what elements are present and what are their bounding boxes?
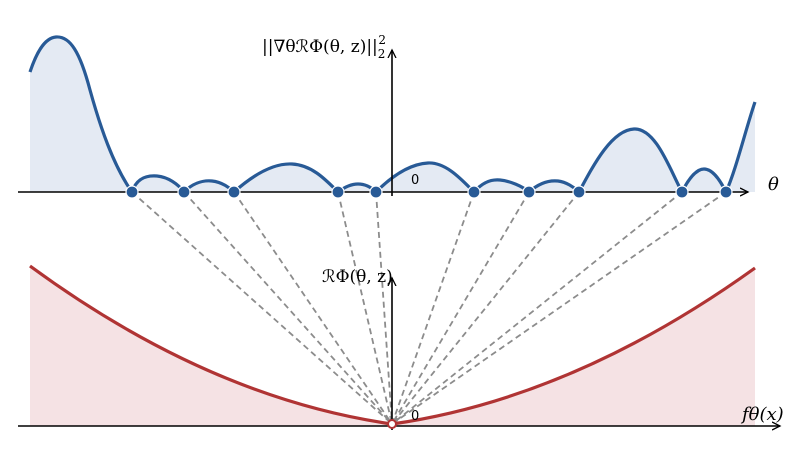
critical-point <box>177 185 191 199</box>
bottom-origin-label: 0 <box>411 409 419 424</box>
critical-point <box>227 185 241 199</box>
global-minimum <box>387 419 397 429</box>
top-origin-label: 0 <box>411 173 419 188</box>
gradient-norm-area-middle <box>132 102 755 192</box>
critical-point <box>125 185 139 199</box>
connector-line <box>233 191 393 425</box>
critical-point <box>675 185 689 199</box>
connector-line <box>391 191 475 425</box>
critical-point <box>572 185 586 199</box>
critical-point <box>467 185 481 199</box>
output-axis-label: fθ(x) <box>740 404 784 425</box>
loss-area <box>30 266 755 426</box>
critical-point <box>369 185 383 199</box>
connector-line <box>337 191 393 425</box>
connector-line <box>183 191 393 425</box>
critical-point-connectors <box>131 191 727 425</box>
connector-line <box>391 191 683 425</box>
theta-axis-label: θ <box>768 174 779 195</box>
gradient-norm-area <box>30 36 132 192</box>
bottom-y-axis-label: ℛΦ(θ, z) <box>322 267 393 287</box>
connector-line <box>131 191 393 425</box>
connector-line <box>391 191 530 425</box>
connector-line <box>391 191 727 425</box>
connector-line <box>375 191 393 425</box>
critical-point <box>719 185 733 199</box>
top-panel: ||∇θℛΦ(θ, z)||22 θ 0 <box>18 33 779 196</box>
critical-point <box>522 185 536 199</box>
critical-point <box>331 185 345 199</box>
critical-points <box>125 185 733 199</box>
minimum-point <box>387 419 397 429</box>
top-y-axis-label: ||∇θℛΦ(θ, z)||22 <box>262 33 386 61</box>
bottom-panel: ℛΦ(θ, z) fθ(x) 0 <box>18 264 784 430</box>
